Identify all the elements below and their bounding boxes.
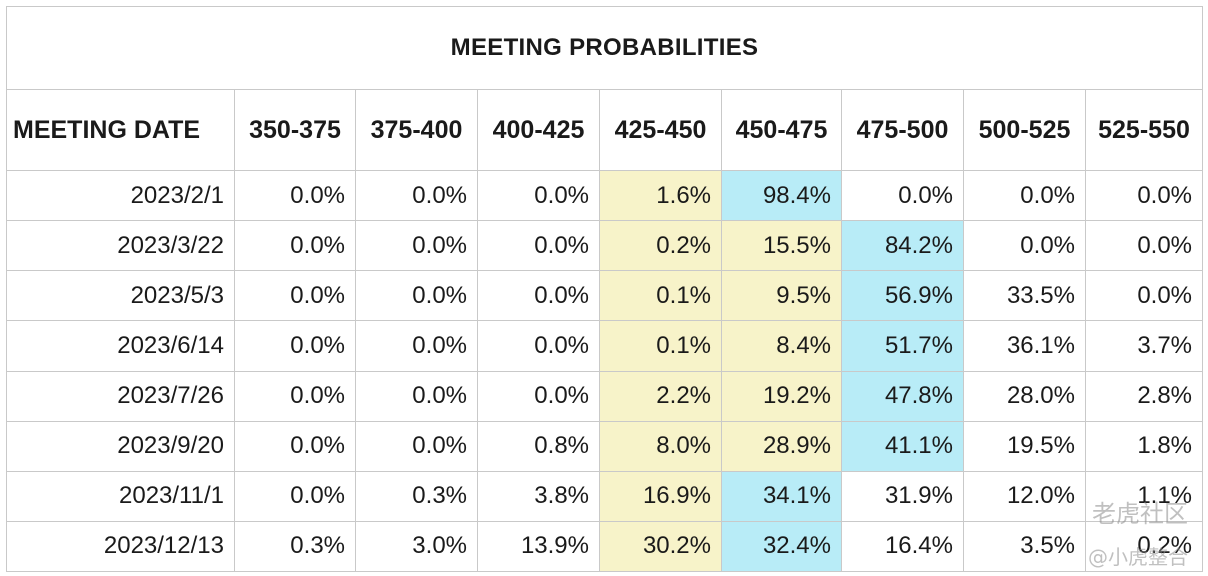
probability-cell: 0.0% <box>234 320 356 372</box>
column-header-range: 375-400 <box>355 89 478 171</box>
probability-cell: 56.9% <box>841 270 964 322</box>
column-header-meeting-date: MEETING DATE <box>6 89 235 171</box>
meeting-date-cell: 2023/3/22 <box>6 220 235 272</box>
table-title: MEETING PROBABILITIES <box>5 6 1204 90</box>
column-header-range: 500-525 <box>963 89 1086 171</box>
probability-cell: 0.0% <box>1084 270 1204 322</box>
probability-cell: 0.0% <box>1084 220 1204 272</box>
probability-cell: 28.0% <box>963 370 1086 422</box>
column-header-range: 475-500 <box>841 89 964 171</box>
table-row: 2023/2/1 0.0% 0.0% 0.0% 1.6% 98.4% 0.0% 0.0% 0.0… <box>6 169 1204 222</box>
column-header-range: 350-375 <box>234 89 356 171</box>
probability-cell: 98.4% <box>721 169 842 222</box>
probability-cell: 2.2% <box>599 370 722 422</box>
probability-cell: 0.0% <box>1084 169 1204 222</box>
table-row: 2023/5/3 0.0% 0.0% 0.0% 0.1% 9.5% 56.9% 33.5% 0.… <box>6 270 1204 322</box>
probability-cell: 1.6% <box>599 169 722 222</box>
probability-table-container: MEETING PROBABILITIES MEETING DATE 350-37… <box>5 6 1204 573</box>
probability-cell: 1.1% <box>1084 470 1204 522</box>
probability-cell: 19.2% <box>721 370 842 422</box>
table-row: 2023/11/1 0.0% 0.3% 3.8% 16.9% 34.1% 31.9% 12.0… <box>6 470 1204 522</box>
meeting-date-cell: 2023/11/1 <box>6 470 235 522</box>
table-row: 2023/12/13 0.3% 3.0% 13.9% 30.2% 32.4% 16.4% 3.… <box>6 520 1204 573</box>
probability-cell: 0.2% <box>599 220 722 272</box>
probability-cell: 0.0% <box>477 270 600 322</box>
probability-cell: 0.1% <box>599 320 722 372</box>
probability-cell: 0.0% <box>477 320 600 372</box>
probability-cell: 0.2% <box>1084 520 1204 573</box>
probability-cell: 3.5% <box>963 520 1086 573</box>
probability-cell: 0.8% <box>477 420 600 472</box>
probability-cell: 9.5% <box>721 270 842 322</box>
probability-cell: 0.0% <box>234 270 356 322</box>
column-header-row: MEETING DATE 350-375 375-400 400-425 425-450… <box>6 89 1204 171</box>
probability-cell: 0.0% <box>841 169 964 222</box>
probability-cell: 84.2% <box>841 220 964 272</box>
probability-cell: 15.5% <box>721 220 842 272</box>
table-row: 2023/6/14 0.0% 0.0% 0.0% 0.1% 8.4% 51.7% 36.1% 3… <box>6 320 1204 372</box>
meeting-date-cell: 2023/2/1 <box>6 169 235 222</box>
probability-cell: 30.2% <box>599 520 722 573</box>
probability-cell: 3.7% <box>1084 320 1204 372</box>
probability-cell: 0.3% <box>355 470 478 522</box>
probability-cell: 0.0% <box>234 220 356 272</box>
probability-cell: 12.0% <box>963 470 1086 522</box>
probability-cell: 0.0% <box>963 220 1086 272</box>
probability-cell: 51.7% <box>841 320 964 372</box>
table-row: 2023/9/20 0.0% 0.0% 0.8% 8.0% 28.9% 41.1% 19.5%… <box>6 420 1204 472</box>
probability-cell: 0.0% <box>477 370 600 422</box>
probability-cell: 0.1% <box>599 270 722 322</box>
probability-cell: 0.0% <box>477 220 600 272</box>
probability-cell: 47.8% <box>841 370 964 422</box>
probability-cell: 2.8% <box>1084 370 1204 422</box>
column-header-range: 400-425 <box>477 89 600 171</box>
probability-cell: 0.0% <box>355 270 478 322</box>
meeting-date-cell: 2023/9/20 <box>6 420 235 472</box>
probability-cell: 34.1% <box>721 470 842 522</box>
probability-cell: 32.4% <box>721 520 842 573</box>
meeting-date-cell: 2023/12/13 <box>6 520 235 573</box>
probability-cell: 0.0% <box>355 320 478 372</box>
probability-cell: 1.8% <box>1084 420 1204 472</box>
probability-cell: 3.0% <box>355 520 478 573</box>
meeting-probabilities-table: MEETING PROBABILITIES MEETING DATE 350-37… <box>5 6 1204 573</box>
probability-cell: 0.0% <box>355 370 478 422</box>
probability-cell: 0.0% <box>234 470 356 522</box>
probability-cell: 0.0% <box>355 169 478 222</box>
probability-cell: 31.9% <box>841 470 964 522</box>
probability-cell: 0.0% <box>355 220 478 272</box>
probability-cell: 16.4% <box>841 520 964 573</box>
probability-cell: 16.9% <box>599 470 722 522</box>
probability-cell: 0.0% <box>355 420 478 472</box>
probability-cell: 13.9% <box>477 520 600 573</box>
probability-cell: 19.5% <box>963 420 1086 472</box>
probability-cell: 3.8% <box>477 470 600 522</box>
table-row: 2023/7/26 0.0% 0.0% 0.0% 2.2% 19.2% 47.8% 28.0%… <box>6 370 1204 422</box>
probability-cell: 28.9% <box>721 420 842 472</box>
probability-cell: 0.3% <box>234 520 356 573</box>
table-body: 2023/2/1 0.0% 0.0% 0.0% 1.6% 98.4% 0.0% 0.0% 0.0… <box>6 169 1204 573</box>
probability-cell: 0.0% <box>234 370 356 422</box>
column-header-range: 450-475 <box>721 89 842 171</box>
table-row: 2023/3/22 0.0% 0.0% 0.0% 0.2% 15.5% 84.2% 0.0% 0… <box>6 220 1204 272</box>
column-header-range: 525-550 <box>1084 89 1204 171</box>
probability-cell: 41.1% <box>841 420 964 472</box>
meeting-date-cell: 2023/6/14 <box>6 320 235 372</box>
meeting-date-cell: 2023/5/3 <box>6 270 235 322</box>
meeting-date-cell: 2023/7/26 <box>6 370 235 422</box>
probability-cell: 36.1% <box>963 320 1086 372</box>
column-header-range: 425-450 <box>599 89 722 171</box>
probability-cell: 8.0% <box>599 420 722 472</box>
probability-cell: 0.0% <box>477 169 600 222</box>
probability-cell: 0.0% <box>234 169 356 222</box>
probability-cell: 0.0% <box>963 169 1086 222</box>
probability-cell: 8.4% <box>721 320 842 372</box>
probability-cell: 33.5% <box>963 270 1086 322</box>
probability-cell: 0.0% <box>234 420 356 472</box>
